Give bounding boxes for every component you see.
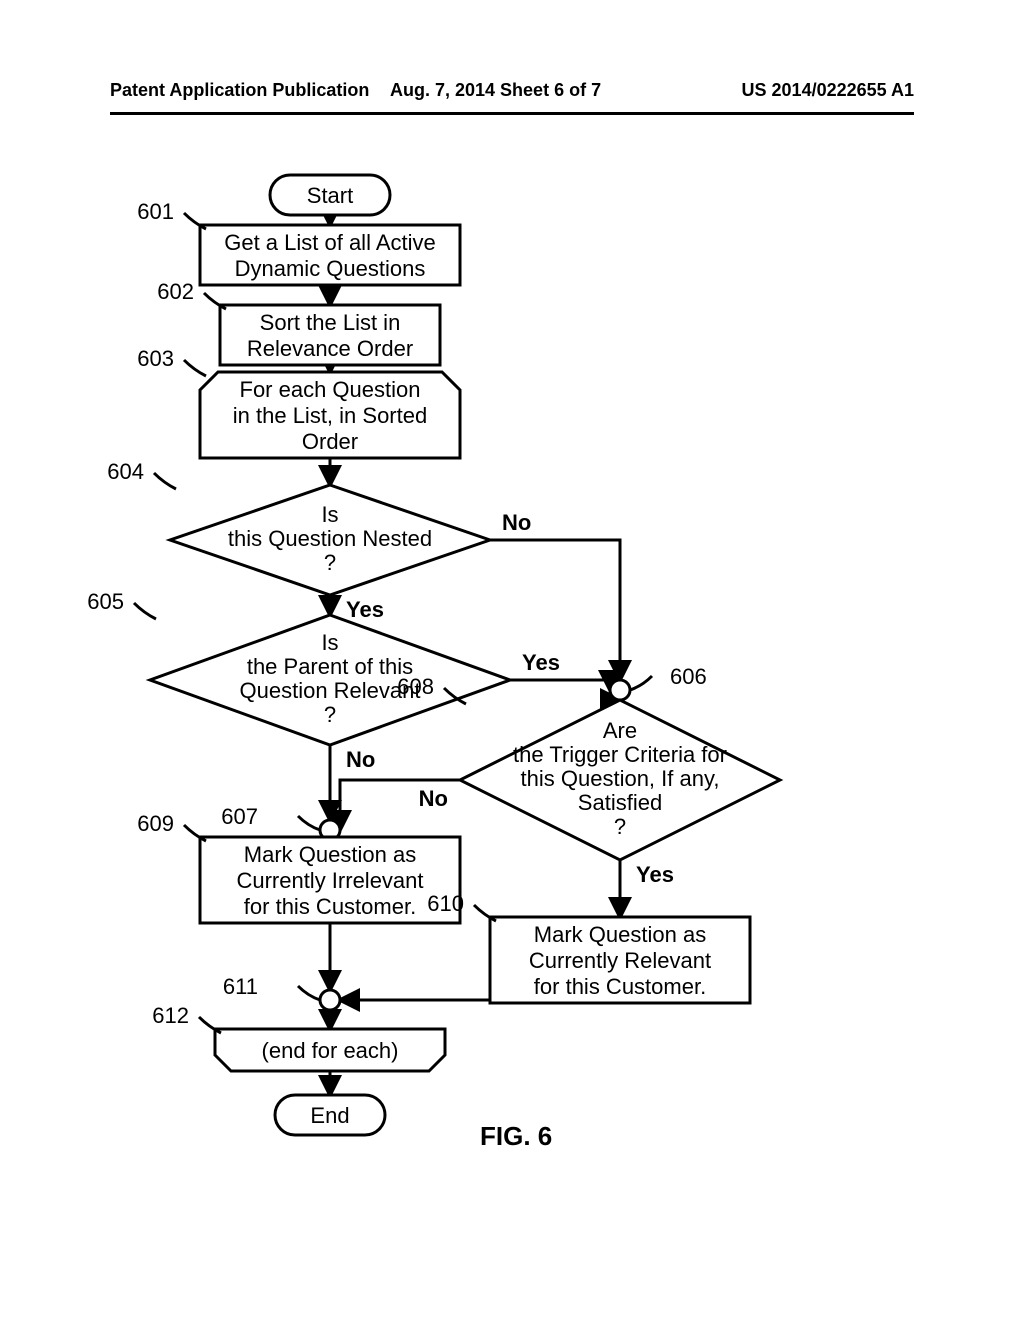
page: Patent Application Publication Aug. 7, 2… xyxy=(0,0,1024,1320)
svg-text:Question Relevant: Question Relevant xyxy=(240,678,421,703)
svg-text:611: 611 xyxy=(223,974,258,999)
svg-text:in the List, in Sorted: in the List, in Sorted xyxy=(233,403,427,428)
svg-text:?: ? xyxy=(614,814,626,839)
svg-text:612: 612 xyxy=(152,1003,189,1028)
svg-text:605: 605 xyxy=(87,589,124,614)
svg-text:Sort the List in: Sort the List in xyxy=(260,310,401,335)
node-j611: 611 xyxy=(223,974,340,1010)
svg-text:Dynamic Questions: Dynamic Questions xyxy=(235,256,426,281)
svg-text:Yes: Yes xyxy=(522,650,560,675)
svg-text:No: No xyxy=(346,747,375,772)
node-end: End xyxy=(275,1095,385,1135)
svg-text:for this Customer.: for this Customer. xyxy=(244,894,416,919)
svg-text:For each Question: For each Question xyxy=(240,377,421,402)
node-j606: 606 xyxy=(610,664,707,700)
svg-text:Are: Are xyxy=(603,718,637,743)
svg-text:for this Customer.: for this Customer. xyxy=(534,974,706,999)
svg-text:Mark Question as: Mark Question as xyxy=(244,842,416,867)
svg-text:Yes: Yes xyxy=(636,862,674,887)
node-j607: 607 xyxy=(221,804,340,840)
node-start: Start xyxy=(270,175,390,215)
svg-text:Currently Relevant: Currently Relevant xyxy=(529,948,711,973)
svg-text:Is: Is xyxy=(321,502,338,527)
svg-text:Get a List of all Active: Get a List of all Active xyxy=(224,230,436,255)
svg-text:607: 607 xyxy=(221,804,258,829)
svg-text:No: No xyxy=(419,786,448,811)
flowchart: Yes No Yes No No Yes Start Get a List of all A… xyxy=(0,0,1024,1320)
svg-text:609: 609 xyxy=(137,811,174,836)
svg-text:Satisfied: Satisfied xyxy=(578,790,662,815)
svg-text:No: No xyxy=(502,510,531,535)
svg-text:602: 602 xyxy=(157,279,194,304)
node-n605: Isthe Parent of thisQuestion Relevant? 60… xyxy=(87,589,510,745)
node-n609: Mark Question asCurrently Irrelevantfor … xyxy=(137,811,460,923)
svg-text:Order: Order xyxy=(302,429,358,454)
svg-text:601: 601 xyxy=(137,199,174,224)
node-n610: Mark Question asCurrently Relevantfor th… xyxy=(427,891,750,1003)
svg-text:604: 604 xyxy=(107,459,144,484)
svg-text:Is: Is xyxy=(321,630,338,655)
svg-text:this Question Nested: this Question Nested xyxy=(228,526,432,551)
svg-text:?: ? xyxy=(324,550,336,575)
svg-text:603: 603 xyxy=(137,346,174,371)
svg-text:Currently Irrelevant: Currently Irrelevant xyxy=(236,868,423,893)
svg-text:Relevance Order: Relevance Order xyxy=(247,336,413,361)
svg-text:this Question, If any,: this Question, If any, xyxy=(521,766,720,791)
svg-text:Mark Question as: Mark Question as xyxy=(534,922,706,947)
node-n612: (end for each) 612 xyxy=(152,1003,445,1071)
svg-text:End: End xyxy=(310,1103,349,1128)
svg-text:608: 608 xyxy=(397,674,434,699)
svg-text:?: ? xyxy=(324,702,336,727)
svg-text:Yes: Yes xyxy=(346,597,384,622)
svg-text:610: 610 xyxy=(427,891,464,916)
figure-caption: FIG. 6 xyxy=(480,1121,552,1151)
svg-text:606: 606 xyxy=(670,664,707,689)
svg-text:Start: Start xyxy=(307,183,353,208)
node-n602: Sort the List inRelevance Order 602 xyxy=(157,279,440,365)
svg-text:the Trigger Criteria for: the Trigger Criteria for xyxy=(513,742,727,767)
node-n604: Isthis Question Nested? 604 xyxy=(107,459,490,595)
svg-text:(end for each): (end for each) xyxy=(262,1038,399,1063)
svg-text:the Parent of this: the Parent of this xyxy=(247,654,413,679)
node-n608: Arethe Trigger Criteria forthis Question… xyxy=(397,674,780,860)
